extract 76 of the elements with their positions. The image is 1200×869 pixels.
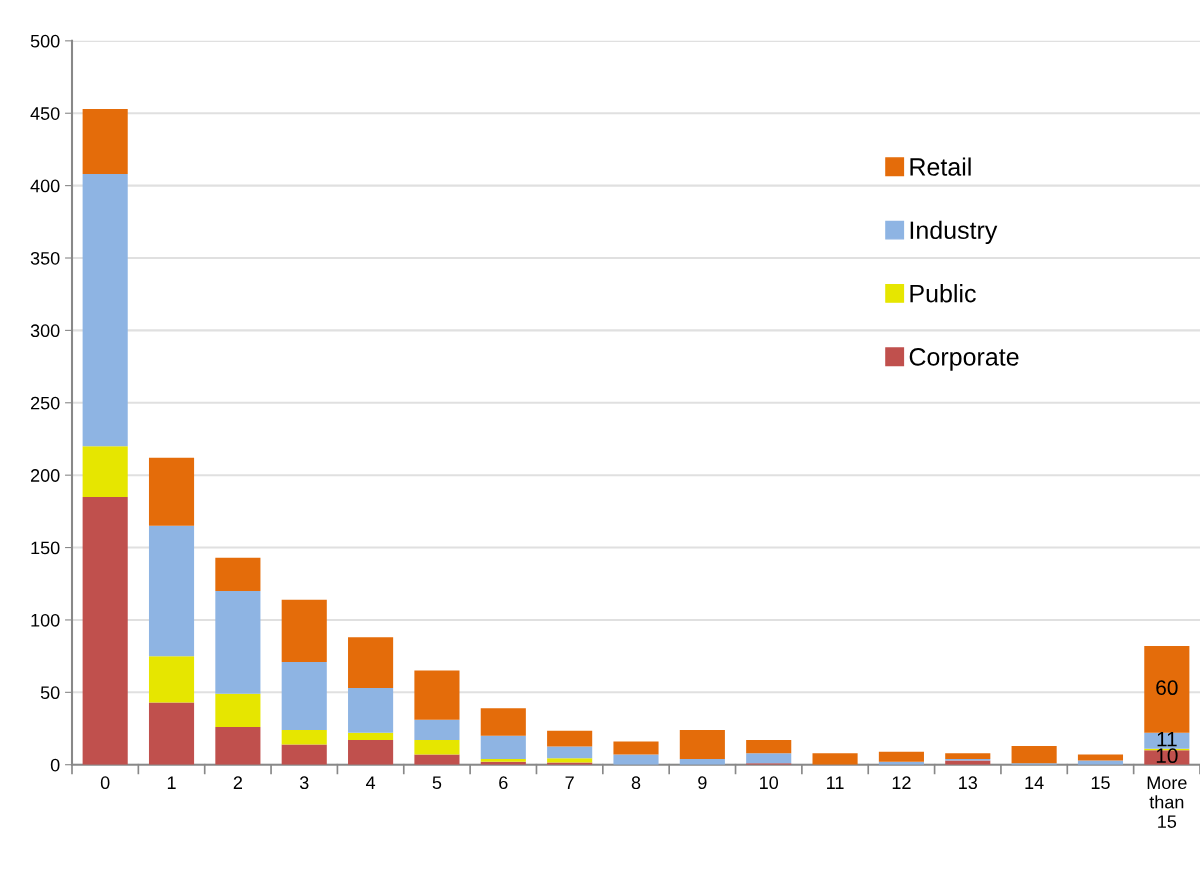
bar xyxy=(746,740,792,754)
x-tick-label: 10 xyxy=(760,776,779,790)
bar xyxy=(82,496,128,765)
legend-label: Corporate xyxy=(909,348,1019,371)
data-label: 60 xyxy=(1156,680,1178,696)
x-tick-label: 8 xyxy=(631,776,641,790)
x-tick-label: 0 xyxy=(100,776,110,790)
bar xyxy=(215,693,261,728)
bar xyxy=(878,751,924,762)
y-tick-label: 350 xyxy=(30,251,60,265)
x-tick-label: 9 xyxy=(698,776,707,790)
bar xyxy=(613,754,659,765)
bar xyxy=(547,746,593,759)
bar xyxy=(215,727,261,765)
bar xyxy=(1144,646,1190,733)
legend-label: Public xyxy=(910,284,976,303)
x-tick-label: 2 xyxy=(233,776,242,789)
data-label: 10 xyxy=(1156,748,1178,764)
x-tick-label: 6 xyxy=(499,776,508,790)
bar xyxy=(679,729,725,759)
bar xyxy=(480,708,526,736)
x-tick-label: 11 xyxy=(827,776,844,789)
bar xyxy=(215,557,261,591)
bar xyxy=(82,108,128,175)
bar xyxy=(945,753,991,759)
y-tick-label: 400 xyxy=(30,179,60,193)
bar xyxy=(215,590,261,694)
y-tick-label: 300 xyxy=(30,324,60,338)
bar xyxy=(1011,745,1057,764)
bar xyxy=(148,702,195,765)
bar xyxy=(82,174,128,447)
data-label: 11 xyxy=(1157,731,1177,747)
bar xyxy=(348,740,394,765)
x-tick-label: 3 xyxy=(299,776,309,790)
bar xyxy=(148,457,195,526)
x-tick-label: 14 xyxy=(1025,776,1044,789)
bar xyxy=(414,670,460,720)
bar xyxy=(148,656,195,703)
y-tick-label: 100 xyxy=(31,613,60,627)
x-tick-label: 12 xyxy=(892,776,911,789)
y-tick-label: 0 xyxy=(50,758,60,772)
bar xyxy=(348,687,394,733)
bar xyxy=(281,744,327,765)
y-tick-label: 200 xyxy=(30,469,60,482)
bar xyxy=(414,719,460,741)
bar xyxy=(348,732,394,741)
bar xyxy=(414,754,460,765)
x-tick-label: 5 xyxy=(432,776,442,790)
x-tick-label: 1 xyxy=(167,776,176,789)
bar xyxy=(281,599,327,662)
bar xyxy=(547,758,593,763)
y-tick-label: 500 xyxy=(30,34,60,48)
bar xyxy=(281,729,327,745)
bar xyxy=(414,740,460,755)
bar xyxy=(1077,760,1124,765)
bar xyxy=(945,760,991,765)
bar xyxy=(746,753,792,764)
x-tick-label: More than 15 xyxy=(1147,776,1187,828)
y-tick-label: 450 xyxy=(30,107,60,120)
x-tick-label: 7 xyxy=(565,776,574,789)
y-tick-label: 150 xyxy=(31,541,60,555)
bar xyxy=(812,753,858,765)
x-tick-label: 4 xyxy=(365,776,376,789)
y-tick-label: 50 xyxy=(40,686,60,700)
legend-label: Industry xyxy=(910,220,998,245)
x-tick-label: 13 xyxy=(959,776,978,790)
bar xyxy=(82,446,128,497)
bar xyxy=(148,525,195,657)
y-tick-label: 250 xyxy=(30,396,60,410)
bar xyxy=(281,661,327,730)
bar xyxy=(613,741,659,755)
bar xyxy=(547,730,593,747)
legend-label: Retail xyxy=(910,157,971,176)
bar xyxy=(480,735,526,759)
x-tick-label: 15 xyxy=(1091,776,1110,790)
bar xyxy=(348,637,394,688)
